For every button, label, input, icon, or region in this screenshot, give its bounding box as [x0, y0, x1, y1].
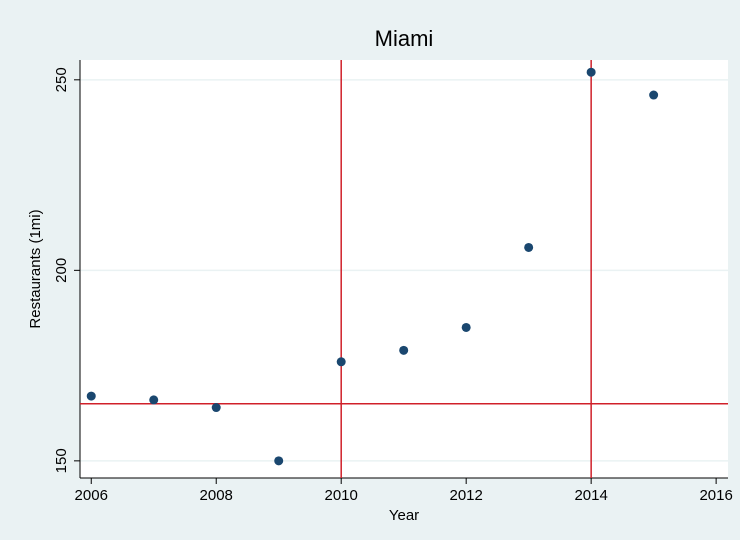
y-axis-label: Restaurants (1mi)	[27, 209, 44, 328]
x-tick-label: 2010	[325, 487, 358, 504]
point	[149, 395, 159, 405]
x-tick-label: 2016	[699, 487, 732, 504]
x-tick-label: 2012	[449, 487, 482, 504]
y-tick-label: 200	[53, 258, 70, 283]
point	[86, 391, 96, 401]
plot-area	[80, 60, 728, 478]
x-tick-label: 2008	[200, 487, 233, 504]
chart-title: Miami	[375, 26, 434, 51]
point	[274, 456, 284, 466]
y-tick-label: 150	[53, 448, 70, 473]
point	[336, 357, 346, 367]
point	[399, 345, 409, 355]
point	[461, 322, 471, 332]
y-tick-label: 250	[53, 67, 70, 92]
x-axis-label: Year	[389, 507, 419, 524]
x-tick-label: 2014	[574, 487, 607, 504]
point	[649, 90, 659, 100]
x-tick-label: 2006	[75, 487, 108, 504]
point	[211, 403, 221, 413]
point	[524, 242, 534, 252]
point	[586, 67, 596, 77]
